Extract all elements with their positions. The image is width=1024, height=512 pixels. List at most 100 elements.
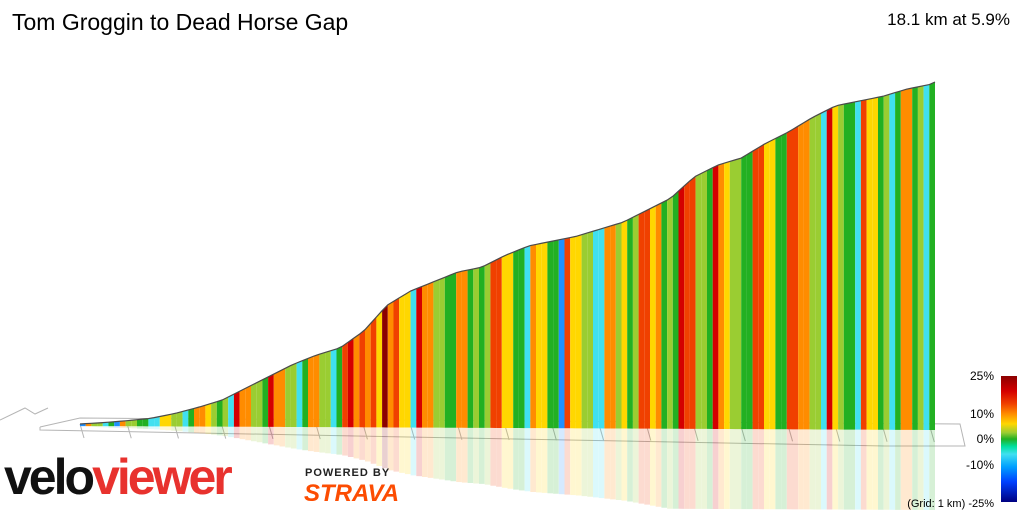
reflection-bar [860,429,867,510]
gradient-bar [684,180,690,429]
gradient-bar [832,105,839,430]
reflection-bar [667,428,673,509]
gradient-bar [268,374,274,427]
gradient-bar [439,277,445,428]
reflection-bar [849,429,856,510]
gradient-bar [131,419,137,427]
grid-km-line [315,424,321,440]
gradient-bar [211,401,217,427]
gradient-bar [821,110,827,430]
grid-km-line [126,424,132,439]
gradient-bar [490,259,497,428]
gradient-bar [102,422,109,427]
gradient-bar [382,304,388,428]
reflection-bar [456,427,462,483]
gradient-bar [308,356,314,428]
grid-km-line [693,426,699,442]
reflection-bar [507,428,514,489]
gradient-bar [404,291,411,428]
reflection-bar [410,427,417,476]
gradient-bar [838,104,844,430]
gradient-bar [256,379,263,427]
reflection-bar [80,426,86,427]
reflection-bar [137,426,143,429]
gradient-bar [262,376,269,427]
gradient-bar [205,403,212,427]
reflection-bar [769,429,776,510]
reflection-bar [268,426,274,445]
reflection-bar [365,427,371,462]
gradient-bar [159,415,166,427]
gradient-bar [359,329,365,428]
gradient-bar [171,412,177,427]
gradient-bar [376,310,383,428]
reflection-bar [832,429,839,510]
grid-km-line [79,423,85,439]
reflection-bar [148,426,155,430]
grid-km-line [646,426,652,441]
reflection-bar [678,428,685,509]
gradient-bar [530,244,536,429]
profile-reflection [80,426,935,510]
reflection-bar [809,429,816,510]
grid-km-line [788,427,794,442]
reflection-bar [644,428,650,505]
reflection-bar [638,428,645,504]
gradient-bar [285,365,291,427]
reflection-bar [695,428,702,509]
gradient-bar [917,85,924,430]
reflection-bar [194,426,200,433]
reflection-bar [347,427,354,458]
reflection-bar [718,428,725,510]
reflection-bar [889,429,896,510]
reflection-bar [308,427,314,452]
gradient-bar [775,135,782,430]
gradient-bar [302,358,308,428]
gradient-bar [923,84,930,430]
gradient-bar [667,196,673,429]
reflection-bar [729,429,736,510]
reflection-bar [604,428,611,499]
reflection-bar [404,427,411,475]
reflection-bar [359,427,365,460]
gradient-bar [575,234,582,429]
reflection-bar [370,427,377,464]
reflection-bar [826,429,833,510]
gradient-bar [752,147,759,430]
gradient-bar [781,132,787,430]
gradient-bar [541,242,548,429]
reflection-bar [575,428,582,496]
gradient-bar [638,211,645,429]
reflection-bar [558,428,565,495]
gradient-bar [233,391,240,427]
reflection-bar [530,428,536,493]
reflection-bar [536,428,542,493]
gradient-bar [342,342,348,428]
gradient-bar [119,420,126,427]
reflection-bar [838,429,844,510]
chart-grid [0,407,966,447]
gradient-bar [878,96,884,430]
reflection-bar [399,427,405,473]
gradient-bar [296,360,303,428]
gradient-bar [148,417,155,427]
gradient-bar [222,396,229,427]
gradient-bar [216,399,223,427]
reflection-bar [798,429,804,510]
gradient-bar [900,89,907,430]
grid-km-line [362,425,368,440]
gradient-bar [325,350,331,428]
reflection-bar [598,428,605,499]
gradient-bar [114,421,120,427]
reflection-bar [781,429,787,510]
veloviewer-logo: veloviewer [4,449,233,505]
gradient-bar [97,422,103,427]
reflection-bar [479,427,485,484]
gradient-bar [627,217,633,429]
reflection-bar [131,426,137,429]
gradient-bar [798,122,804,430]
reflection-bar [689,428,696,509]
gradient-bar [427,281,434,428]
gradient-bar [370,317,377,428]
